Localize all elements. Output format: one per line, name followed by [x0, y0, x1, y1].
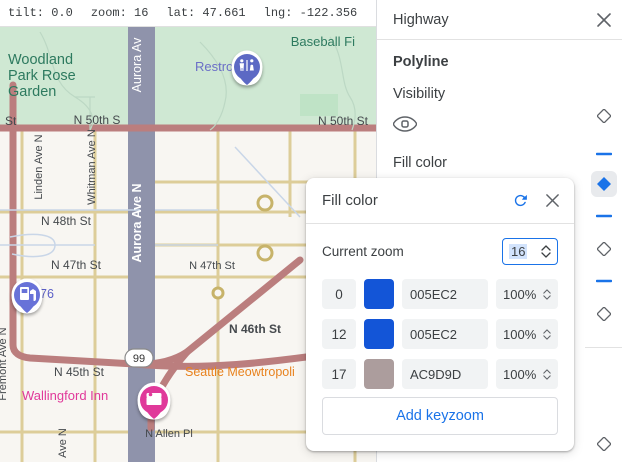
svg-text:N 45th St: N 45th St: [54, 365, 105, 379]
svg-text:Aurora Ave N: Aurora Ave N: [130, 184, 144, 263]
svg-text:Whitman Ave N: Whitman Ave N: [86, 129, 98, 205]
svg-text:St: St: [5, 114, 17, 128]
svg-text:N 50th St: N 50th St: [318, 114, 369, 128]
svg-text:Woodland: Woodland: [8, 52, 73, 68]
svg-text:Ave N: Ave N: [57, 428, 69, 458]
svg-text:99: 99: [133, 353, 145, 365]
svg-text:N 47th St: N 47th St: [189, 260, 235, 272]
svg-text:N Allen Pl: N Allen Pl: [145, 428, 193, 440]
svg-text:Aurora Av: Aurora Av: [130, 37, 144, 92]
svg-text:Seattle Meowtropoli: Seattle Meowtropoli: [185, 365, 295, 379]
svg-text:Baseball Fi: Baseball Fi: [291, 34, 355, 49]
svg-text:N 47th St: N 47th St: [51, 258, 102, 272]
svg-text:N 48th St: N 48th St: [41, 214, 92, 228]
svg-text:Linden Ave N: Linden Ave N: [33, 134, 45, 199]
svg-text:Fremont Ave N: Fremont Ave N: [0, 327, 9, 400]
svg-text:Park Rose: Park Rose: [8, 68, 76, 84]
svg-text:Garden: Garden: [8, 84, 56, 100]
svg-text:Wallingford Inn: Wallingford Inn: [22, 388, 108, 403]
svg-text:N 50th S: N 50th S: [74, 113, 121, 127]
svg-text:N 46th St: N 46th St: [229, 322, 281, 336]
